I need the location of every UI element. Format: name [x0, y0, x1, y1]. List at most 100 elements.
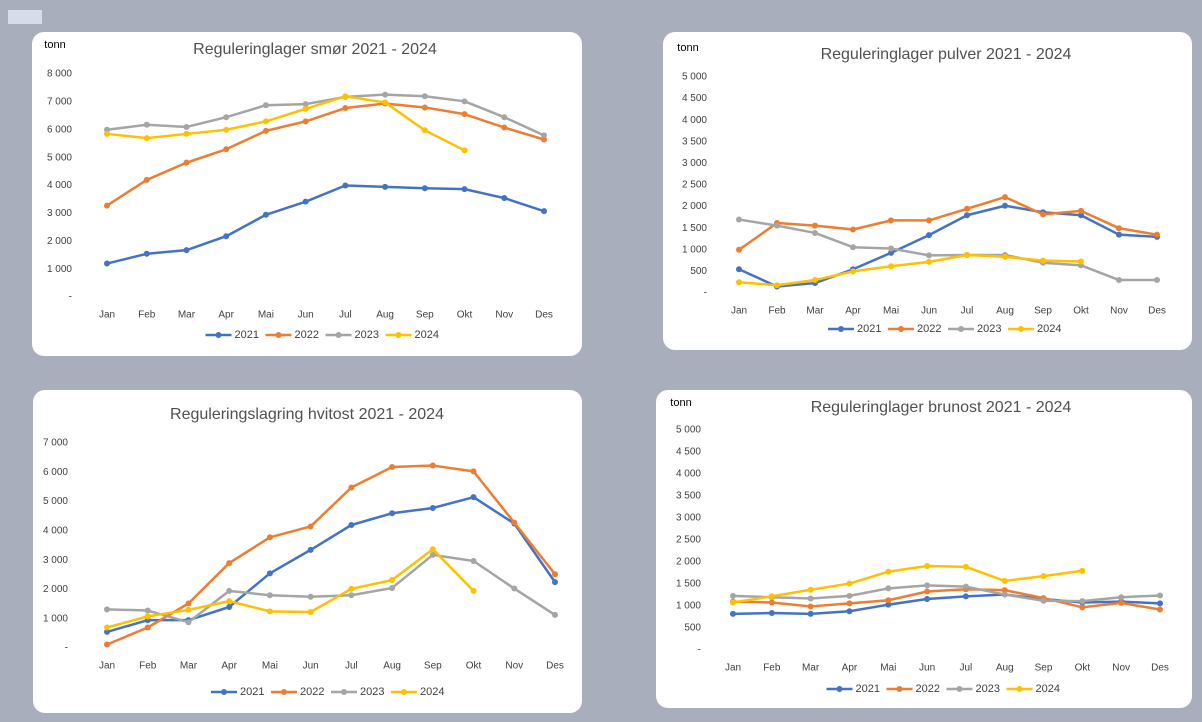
data-point [736, 279, 742, 286]
x-tick-label: Nov [495, 310, 513, 321]
series-line [106, 93, 545, 137]
data-point [307, 523, 314, 530]
data-point [511, 519, 518, 526]
data-point [429, 462, 436, 469]
data-point [885, 601, 892, 608]
data-point [846, 592, 853, 599]
series-line [732, 564, 1083, 604]
data-point [382, 91, 389, 98]
data-point [730, 610, 736, 617]
y-tick-label: 6 000 [43, 467, 68, 478]
data-point [962, 563, 969, 570]
y-tick-label: 1 500 [676, 579, 701, 590]
x-tick-label: Jul [339, 310, 352, 321]
data-point [461, 98, 468, 105]
data-point [926, 252, 932, 259]
x-tick-label: Des [1148, 306, 1166, 317]
y-tick-label: 1 000 [43, 613, 68, 624]
y-tick-label: 2 000 [676, 557, 701, 568]
data-point [807, 603, 814, 610]
x-tick-label: Mar [180, 661, 198, 672]
data-point [924, 582, 931, 589]
legend-marker [275, 332, 282, 338]
x-tick-label: Jul [960, 663, 973, 674]
series-line [738, 204, 1158, 288]
data-point [429, 505, 436, 512]
x-tick-label: Aug [376, 310, 394, 321]
data-point [307, 546, 314, 553]
x-tick-label: Mai [262, 661, 278, 672]
data-point [143, 176, 150, 183]
legend-label: 2023 [977, 323, 1001, 335]
data-point [768, 610, 775, 617]
data-point [924, 595, 931, 602]
data-point [846, 608, 853, 615]
data-point [541, 208, 547, 215]
data-point [501, 114, 508, 121]
data-point [226, 560, 233, 567]
data-point [144, 613, 151, 620]
data-point [1157, 606, 1163, 613]
series-line [106, 102, 545, 207]
data-point [104, 606, 110, 613]
y-axis-label: tonn [677, 42, 698, 54]
chart-title: Reguleringslagring hvitost 2021 - 2024 [170, 406, 444, 423]
legend-marker [335, 332, 342, 338]
y-tick-label: 500 [684, 623, 701, 634]
y-tick-label: - [698, 645, 701, 656]
series-line [738, 218, 1157, 282]
series-line [106, 95, 466, 152]
data-point [144, 624, 151, 631]
data-point [1118, 594, 1125, 601]
y-tick-label: 8 000 [47, 69, 72, 80]
y-tick-label: 4 000 [43, 525, 68, 536]
data-point [1079, 598, 1086, 605]
data-point [470, 558, 477, 565]
data-point [1002, 194, 1008, 201]
data-point [348, 522, 355, 528]
data-point [736, 246, 742, 253]
y-tick-label: 4 500 [676, 447, 701, 458]
data-point [926, 258, 932, 265]
data-point [1040, 573, 1047, 580]
x-tick-label: Des [535, 310, 553, 321]
data-point [302, 105, 309, 112]
legend-label: 2024 [1037, 323, 1061, 335]
data-point [302, 198, 309, 205]
x-tick-label: Feb [763, 663, 781, 674]
data-point [226, 604, 233, 610]
data-point [104, 126, 110, 133]
y-tick-label: - [69, 292, 72, 303]
data-point [183, 130, 190, 137]
x-tick-label: Okt [457, 310, 473, 321]
x-tick-label: Okt [1073, 306, 1089, 317]
x-tick-label: Aug [383, 661, 401, 672]
y-tick-label: 3 500 [676, 491, 701, 502]
data-point [429, 551, 436, 558]
data-point [382, 99, 389, 106]
series-line [738, 253, 1082, 287]
x-tick-label: Jan [99, 661, 115, 672]
legend-marker [1018, 326, 1024, 332]
data-point [964, 212, 970, 219]
y-tick-label: 3 000 [43, 555, 68, 566]
series-line [732, 593, 1161, 616]
data-point [888, 263, 894, 270]
x-tick-label: Des [546, 661, 564, 672]
data-point [348, 484, 355, 491]
y-tick-label: 2 500 [682, 180, 707, 191]
y-tick-label: 3 000 [682, 158, 707, 169]
data-point [1040, 211, 1046, 218]
panel [663, 32, 1192, 350]
legend-marker [836, 686, 843, 692]
data-point [1001, 587, 1008, 594]
legend-label: 2021 [235, 329, 259, 341]
data-point [144, 607, 151, 614]
data-point [1116, 231, 1122, 238]
y-axis-label: tonn [670, 397, 691, 409]
series-line [106, 548, 475, 629]
y-tick-label: 7 000 [43, 438, 68, 449]
x-tick-label: Apr [221, 661, 237, 672]
y-tick-label: 2 500 [676, 535, 701, 546]
legend-label: 2021 [240, 686, 264, 698]
